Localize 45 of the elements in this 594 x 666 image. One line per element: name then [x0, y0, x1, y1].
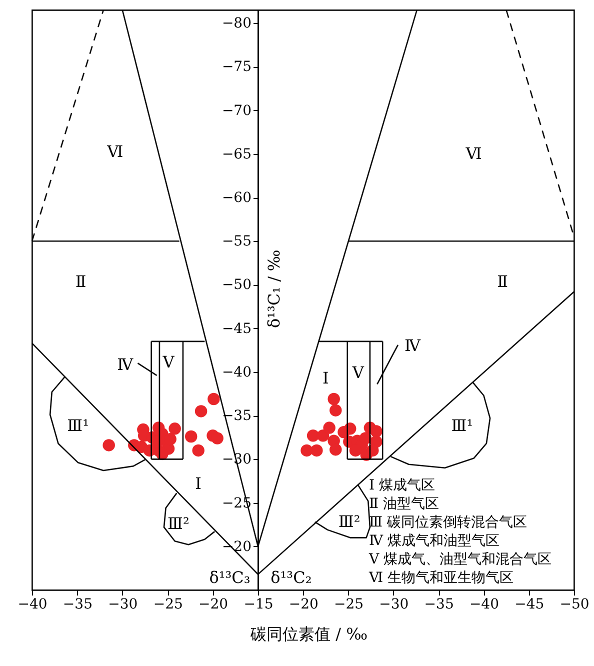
annotation: Ⅵ: [464, 144, 482, 163]
y-tick-label: −40: [222, 364, 252, 380]
y-axis-title: δ¹³C₁ / ‰: [264, 250, 284, 328]
annotation: Ⅲ¹: [67, 416, 90, 435]
x-axis-title: 碳同位素值 / ‰: [250, 624, 368, 644]
y-tick-label: −60: [222, 190, 252, 206]
annotation: Ⅰ 煤成气区: [369, 478, 435, 494]
x-tick-label: −35: [62, 596, 92, 612]
annotation: Ⅰ: [195, 474, 202, 493]
y-tick-label: −45: [222, 320, 252, 337]
y-tick-label: −70: [222, 102, 252, 119]
x-tick-label: −40: [469, 596, 499, 612]
x-tick-label: −30: [379, 596, 409, 612]
annotation: δ¹³C₃: [209, 568, 250, 587]
annotation: Ⅳ: [117, 354, 134, 374]
annotation: Ⅵ: [106, 142, 124, 162]
x-tick-label: −50: [560, 596, 590, 612]
annotation: Ⅳ 煤成气和油型气区: [369, 533, 500, 549]
annotation: Ⅲ²: [168, 514, 190, 533]
y-tick-label: −75: [222, 59, 252, 76]
x-tick-label: −35: [424, 596, 454, 612]
x-tick-label: −20: [198, 596, 228, 612]
y-tick-label: −65: [222, 146, 252, 162]
annotation: Ⅲ¹: [451, 416, 474, 435]
y-tick-label: −55: [222, 234, 252, 250]
x-tick-label: −45: [514, 596, 544, 612]
annotation: Ⅱ: [497, 272, 508, 292]
annotation: Ⅰ: [322, 368, 329, 388]
x-tick-label: −20: [288, 596, 318, 612]
annotation: Ⅵ 生物气和亚生物气区: [368, 570, 514, 586]
annotation: Ⅴ 煤成气、油型气和混合气区: [368, 552, 552, 568]
x-tick-label: −15: [244, 596, 274, 612]
annotation: Ⅱ 油型气区: [369, 496, 439, 512]
x-tick-label: −40: [18, 596, 48, 612]
y-tick-label: −80: [222, 16, 252, 32]
annotation: Ⅱ: [75, 272, 86, 292]
annotation: Ⅴ: [162, 352, 175, 372]
annotation: Ⅳ: [404, 336, 422, 355]
annotation: Ⅴ: [351, 363, 364, 382]
x-tick-label: −25: [153, 596, 183, 612]
annotation: δ¹³C₂: [270, 568, 312, 587]
x-tick-label: −25: [334, 596, 364, 612]
annotation: Ⅲ²: [338, 512, 360, 532]
y-tick-label: −50: [222, 277, 252, 294]
x-tick-label: −30: [108, 596, 138, 612]
